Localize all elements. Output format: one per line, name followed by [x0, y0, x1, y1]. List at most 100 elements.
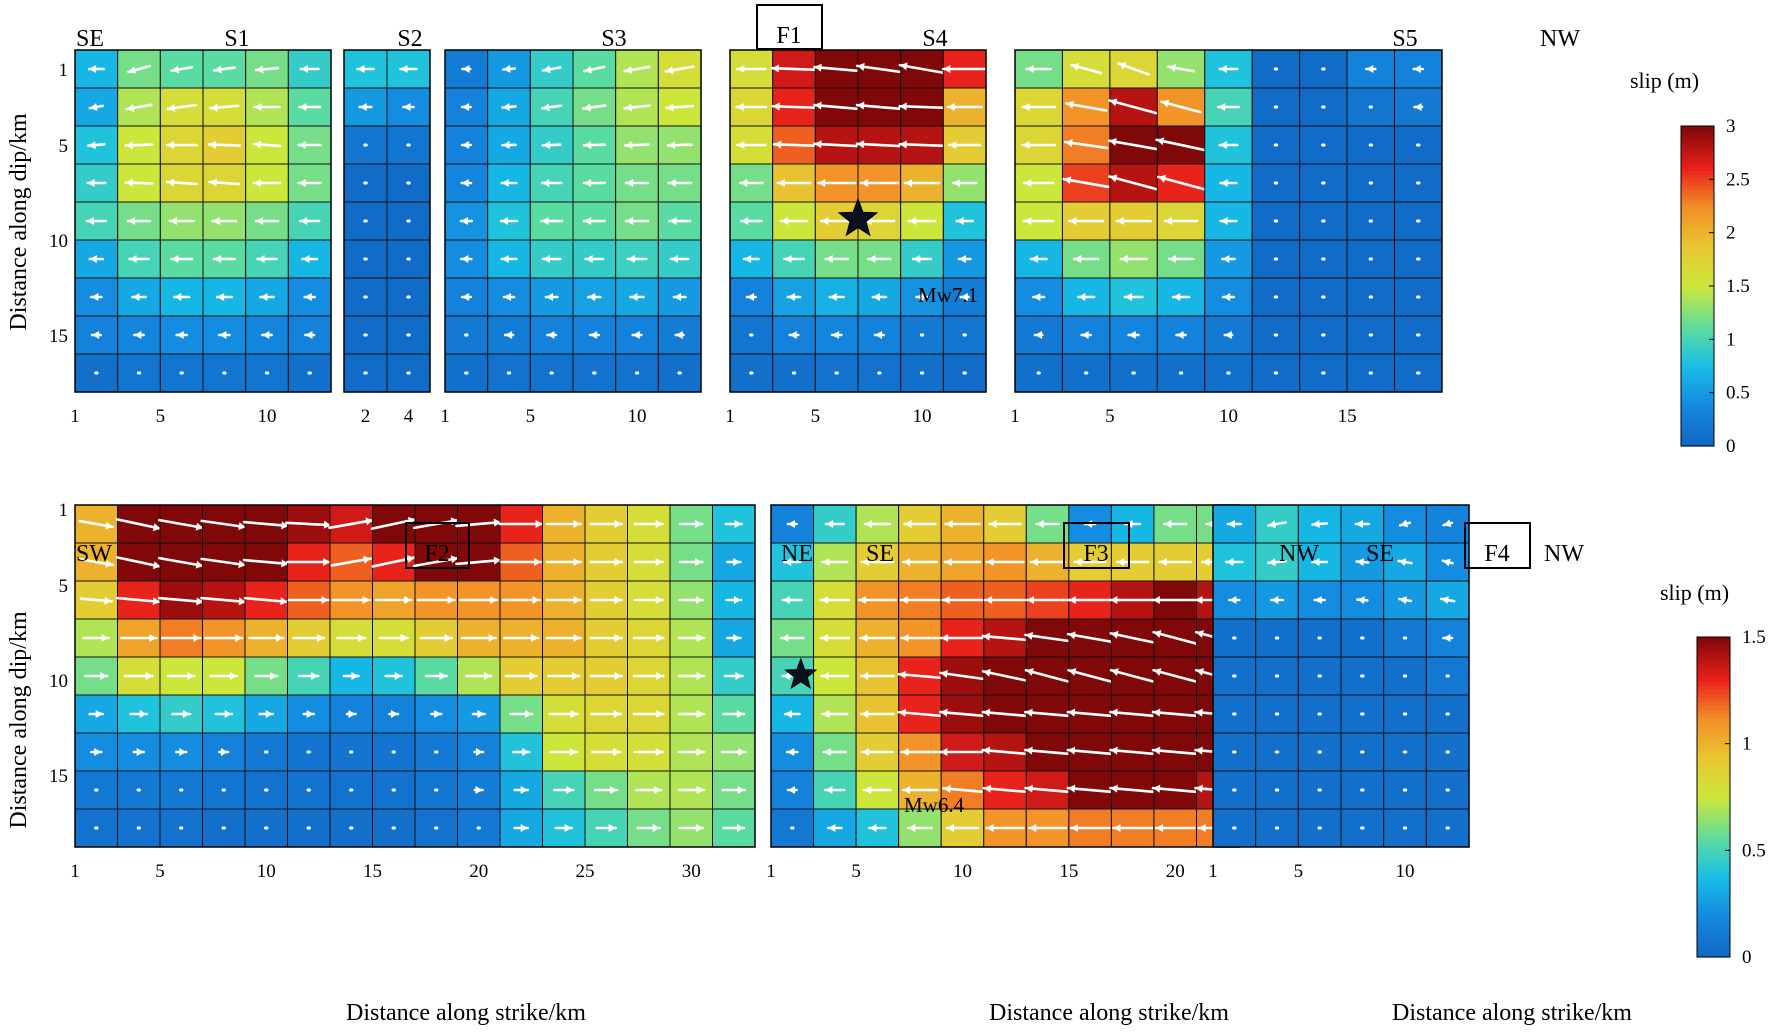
bottom-f2-slip-arrowhead	[276, 634, 284, 642]
top-s2-slip-vector	[406, 333, 411, 337]
top-colorbar-band	[1681, 226, 1714, 231]
top-colorbar: 0 0.5 1 1.5 2 2.5 3	[1680, 116, 1750, 457]
top-s3-cell	[487, 125, 531, 165]
bottom-colorbar-band	[1697, 753, 1730, 758]
top-s1-slip-vector	[136, 371, 142, 375]
top-s5-xtick: 15	[1338, 406, 1357, 427]
top-s1-slip-arrowhead	[254, 103, 262, 111]
top-s5-slip-vector	[1368, 333, 1374, 337]
top-colorbar-band	[1681, 126, 1714, 131]
bottom-f4-frame	[1212, 504, 1470, 848]
f3-fault-box	[1063, 522, 1130, 569]
top-colorbar-band	[1681, 342, 1714, 347]
bottom-f3-slip-arrowhead	[1110, 708, 1118, 717]
bottom-f2-slip-vector	[306, 750, 311, 754]
bottom-f3-slip-arrowhead	[1025, 668, 1034, 676]
bottom-f2-slip-arrowhead	[573, 558, 581, 566]
bottom-f3-slip-arrowhead	[1196, 630, 1204, 638]
top-s5-slip-arrowhead	[1026, 65, 1034, 73]
bottom-f2-slip-vector	[200, 519, 248, 529]
top-s5-slip-arrowhead	[1109, 98, 1118, 107]
bottom-f2-slip-arrowhead	[404, 596, 412, 604]
bottom-f3-slip-arrowhead	[983, 784, 992, 793]
top-s1-slip-arrowhead	[298, 141, 306, 149]
bottom-f2-slip-arrowhead	[573, 520, 581, 528]
top-s3-slip-arrowhead	[632, 331, 640, 339]
bottom-f3-slip-arrowhead	[822, 710, 830, 718]
top-s5-slip-arrowhead	[1223, 293, 1231, 301]
f3-direction-right: NW	[1279, 541, 1319, 567]
top-s4-frame	[729, 49, 987, 393]
top-s5-slip-arrowhead	[1116, 217, 1124, 225]
bottom-colorbar-band	[1697, 789, 1730, 794]
top-s3-slip-arrowhead	[462, 141, 470, 149]
top-s5-slip-arrowhead	[1413, 65, 1421, 73]
bottom-f3-slip-vector	[1024, 748, 1072, 756]
top-s3-xtick: 10	[628, 406, 647, 427]
bottom-f4-slip-vector	[1402, 712, 1408, 716]
bottom-f3-slip-arrowhead	[861, 710, 869, 718]
bottom-f2-slip-arrowhead	[179, 748, 187, 756]
top-s1-slip-arrowhead	[89, 255, 97, 263]
bottom-f2-slip-arrowhead	[525, 710, 533, 718]
bottom-f4-slip-vector	[1317, 826, 1322, 830]
top-s3-slip-arrowhead	[460, 217, 468, 225]
top-s3-slip-arrowhead	[505, 331, 513, 339]
top-s4-slip-arrowhead	[916, 293, 924, 301]
bottom-f2-slip-arrowhead	[323, 520, 332, 529]
top-s5-slip-arrowhead	[1169, 255, 1177, 263]
bottom-f4-slip-vector	[1402, 826, 1408, 830]
bottom-colorbar-band	[1697, 817, 1730, 822]
top-s1-slip-arrowhead	[167, 104, 176, 112]
bottom-colorbar-label: slip (m)	[1660, 580, 1729, 605]
top-s1-slip-arrowhead	[91, 293, 99, 301]
top-s1-slip-arrowhead	[208, 140, 217, 149]
bottom-f3-slip-arrowhead	[1068, 631, 1076, 640]
top-s5-slip-arrowhead	[1164, 217, 1172, 225]
top-s1-slip-arrowhead	[125, 141, 133, 150]
bottom-f2-slip-arrowhead	[196, 597, 204, 606]
top-colorbar-band	[1681, 326, 1714, 331]
bottom-f3-slip-arrowhead	[1026, 596, 1034, 604]
bottom-f2-slip-arrowhead	[152, 597, 161, 606]
top-s4-slip-vector	[855, 103, 903, 111]
bottom-f4-slip-arrowhead	[1443, 519, 1452, 528]
bottom-f3-slip-arrowhead	[1195, 746, 1203, 755]
top-s1-slip-arrowhead	[300, 217, 308, 225]
bottom-f3-slip-arrowhead	[1110, 746, 1118, 755]
bottom-colorbar-band	[1697, 861, 1730, 866]
bottom-f3-xtick: 15	[1059, 861, 1078, 882]
top-s5-slip-arrowhead	[1118, 62, 1127, 70]
top-colorbar-band	[1681, 202, 1714, 207]
top-colorbar-band	[1681, 214, 1714, 219]
top-s4-slip-arrowhead	[952, 179, 960, 187]
top-s5-slip-vector	[1368, 181, 1374, 185]
top-s4-slip-vector	[749, 333, 754, 337]
bottom-f4-slip-arrowhead	[1226, 558, 1234, 566]
bottom-colorbar-band	[1697, 669, 1730, 674]
bottom-f3-slip-arrowhead	[1202, 558, 1210, 566]
top-s1-slip-arrowhead	[128, 217, 136, 225]
f4-fault-box-label: F4	[1484, 541, 1509, 567]
bottom-f3-slip-arrowhead	[1110, 630, 1119, 639]
bottom-f3-xtick: 20	[1166, 861, 1185, 882]
top-s5-slip-vector	[1155, 138, 1207, 152]
top-s5-slip-arrowhead	[1220, 179, 1228, 187]
top-s3-slip-arrowhead	[673, 293, 681, 301]
bottom-f3-slip-arrowhead	[900, 596, 908, 604]
top-s4-slip-arrowhead	[947, 103, 955, 111]
bottom-colorbar-frame	[1696, 636, 1731, 958]
bottom-f3-slip-arrowhead	[822, 558, 830, 566]
bottom-f4-xtick: 10	[1396, 861, 1415, 882]
top-s3-slip-arrowhead	[585, 255, 593, 263]
bottom-f2-slip-vector	[200, 557, 248, 567]
top-s1-slip-vector	[94, 371, 99, 375]
top-s5-slip-vector	[1321, 371, 1326, 375]
top-s5-slip-arrowhead	[1063, 176, 1072, 185]
bottom-f3-slip-arrowhead	[864, 520, 872, 528]
segment-title-s3: S3	[601, 26, 626, 52]
bottom-f3-slip-arrowhead	[1195, 596, 1203, 604]
bottom-f2-slip-arrowhead	[434, 710, 442, 718]
